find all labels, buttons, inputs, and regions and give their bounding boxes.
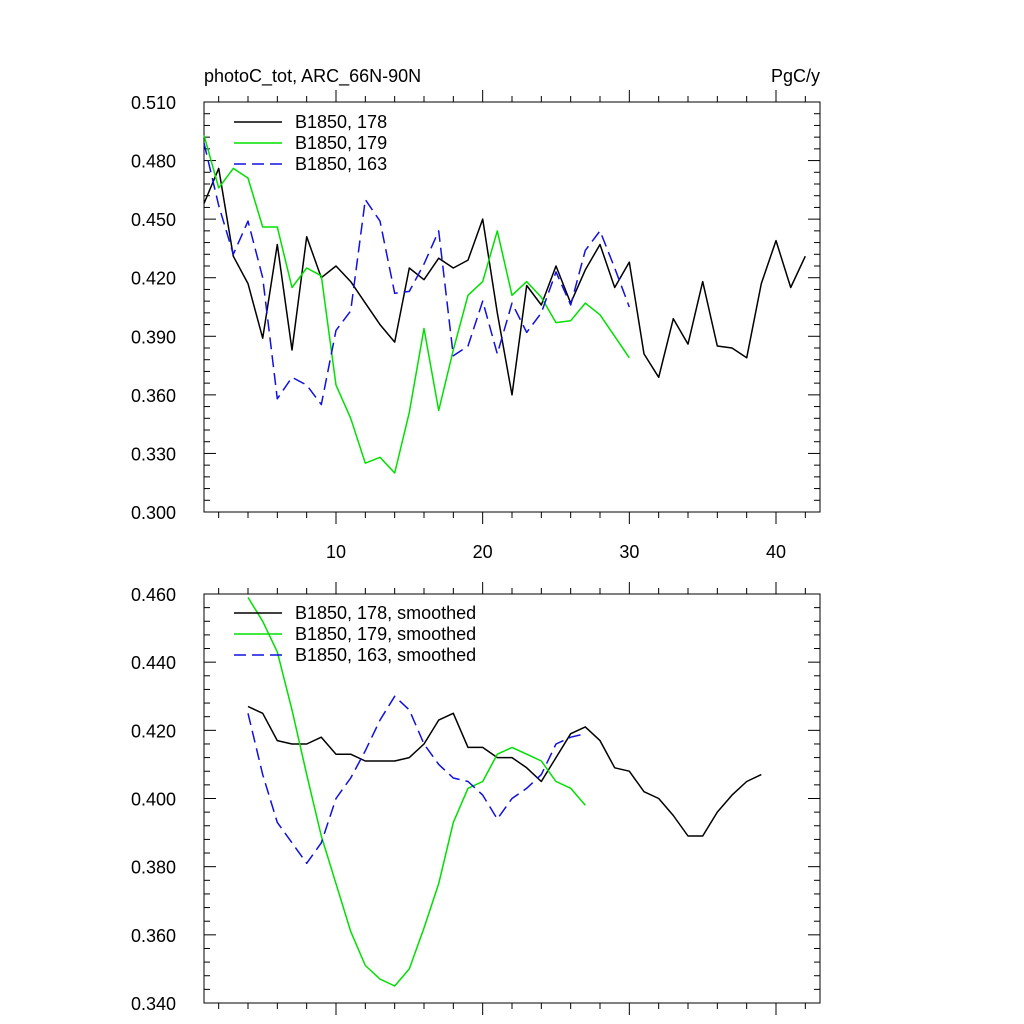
chart-title: photoC_tot, ARC_66N-90N — [204, 66, 421, 87]
y-tick-label: 0.330 — [131, 444, 176, 464]
bottom-panel: 0.340 0.360 0.380 0.400 0.420 0.440 0.460 B185… — [131, 582, 821, 1015]
bottom-series-group — [247, 597, 762, 987]
y-tick-label: 0.380 — [131, 858, 176, 878]
y-tick-label: 0.400 — [131, 790, 176, 810]
top-panel: photoC_tot, ARC_66N-90N PgC/y 0.300 0.330… — [131, 66, 821, 562]
x-tick-label: 30 — [619, 542, 639, 562]
y-tick-label: 0.300 — [131, 503, 176, 523]
y-tick-label: 0.450 — [131, 210, 176, 230]
y-tick-label: 0.440 — [131, 653, 176, 673]
top-axes: 0.300 0.330 0.360 0.390 0.420 0.450 0.480 0.510… — [131, 90, 821, 562]
series-line — [203, 142, 631, 406]
top-series-group — [203, 134, 806, 474]
legend-label: B1850, 179, smoothed — [295, 624, 476, 644]
bottom-axes: 0.340 0.360 0.380 0.400 0.420 0.440 0.460 — [131, 582, 821, 1015]
series-line — [203, 134, 630, 474]
y-tick-label: 0.420 — [131, 269, 176, 289]
y-tick-label: 0.420 — [131, 721, 176, 741]
y-tick-label: 0.460 — [131, 585, 176, 605]
y-tick-label: 0.480 — [131, 152, 176, 172]
y-tick-label: 0.510 — [131, 93, 176, 113]
legend-label: B1850, 163 — [295, 154, 387, 174]
legend-label: B1850, 178 — [295, 112, 387, 132]
x-tick-label: 10 — [326, 542, 346, 562]
y-tick-label: 0.360 — [131, 386, 176, 406]
y-tick-label: 0.390 — [131, 327, 176, 347]
series-line — [203, 167, 806, 396]
series-line — [247, 695, 586, 865]
legend-label: B1850, 163, smoothed — [295, 645, 476, 665]
legend-label: B1850, 178, smoothed — [295, 603, 476, 623]
x-tick-label: 40 — [766, 542, 786, 562]
units-label: PgC/y — [771, 66, 820, 86]
y-tick-label: 0.340 — [131, 994, 176, 1014]
series-line — [247, 597, 586, 987]
series-line — [247, 705, 762, 837]
x-tick-label: 20 — [473, 542, 493, 562]
legend-label: B1850, 179 — [295, 133, 387, 153]
y-tick-label: 0.360 — [131, 926, 176, 946]
